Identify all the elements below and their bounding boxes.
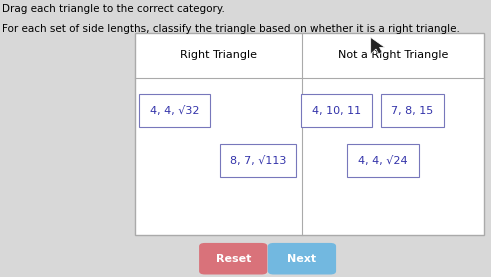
FancyBboxPatch shape <box>300 94 372 127</box>
Text: For each set of side lengths, classify the triangle based on whether it is a rig: For each set of side lengths, classify t… <box>2 24 461 34</box>
FancyBboxPatch shape <box>199 243 267 275</box>
Text: Next: Next <box>287 254 317 264</box>
Text: Reset: Reset <box>216 254 251 264</box>
FancyBboxPatch shape <box>219 144 296 177</box>
Text: 7, 8, 15: 7, 8, 15 <box>391 106 434 116</box>
Text: 4, 4, √32: 4, 4, √32 <box>150 106 199 116</box>
Text: 8, 7, √113: 8, 7, √113 <box>230 156 286 166</box>
Text: 4, 4, √24: 4, 4, √24 <box>358 156 408 166</box>
Text: Right Triangle: Right Triangle <box>180 50 257 60</box>
Polygon shape <box>371 37 385 54</box>
FancyBboxPatch shape <box>381 94 444 127</box>
FancyBboxPatch shape <box>268 243 336 275</box>
Text: Not a Right Triangle: Not a Right Triangle <box>338 50 448 60</box>
Text: 4, 10, 11: 4, 10, 11 <box>312 106 361 116</box>
FancyBboxPatch shape <box>347 144 418 177</box>
FancyBboxPatch shape <box>138 94 210 127</box>
Text: Drag each triangle to the correct category.: Drag each triangle to the correct catego… <box>2 4 225 14</box>
FancyBboxPatch shape <box>135 33 484 235</box>
